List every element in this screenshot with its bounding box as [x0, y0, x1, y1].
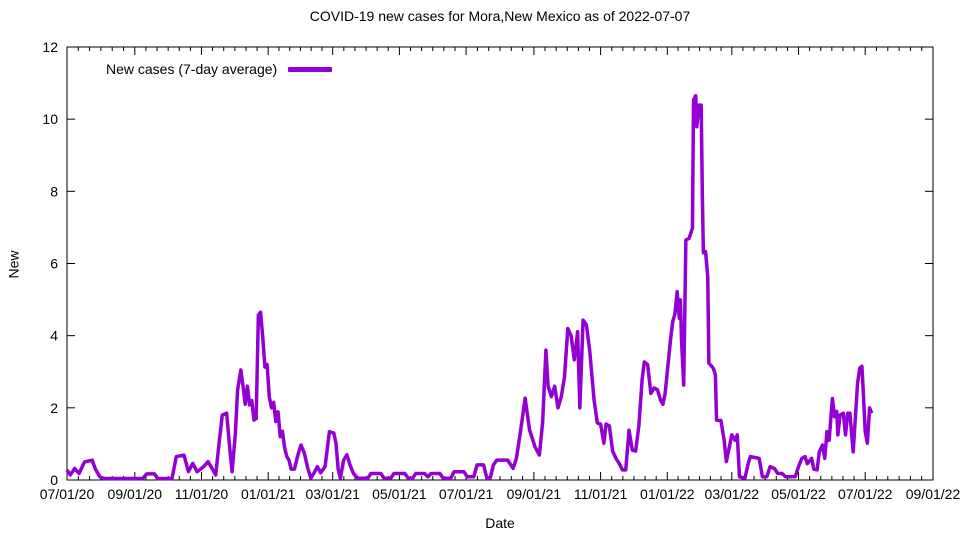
x-tick-label: 03/01/21 — [305, 486, 360, 502]
x-tick-label: 03/01/22 — [705, 486, 760, 502]
y-tick-label: 12 — [42, 39, 58, 55]
y-axis-label: New — [5, 250, 22, 279]
x-tick-label: 07/01/20 — [40, 486, 95, 502]
x-tick-label: 09/01/21 — [507, 486, 562, 502]
x-tick-label: 01/01/22 — [640, 486, 695, 502]
x-axis-label: Date — [485, 515, 515, 531]
x-tick-label: 11/01/21 — [574, 486, 628, 502]
legend: New cases (7-day average) — [106, 61, 333, 77]
x-tick-label: 09/01/22 — [906, 486, 960, 502]
x-tick-label: 01/01/21 — [241, 486, 296, 502]
x-tick-label: 11/01/20 — [175, 486, 229, 502]
y-tick-label: 4 — [50, 328, 58, 344]
legend-line-sample-icon — [288, 66, 333, 72]
x-tick-label: 05/01/22 — [771, 486, 826, 502]
y-tick-label: 2 — [50, 400, 58, 416]
legend-label: New cases (7-day average) — [106, 61, 278, 77]
x-tick-label: 07/01/22 — [838, 486, 893, 502]
x-tick-label: 05/01/21 — [372, 486, 427, 502]
y-tick-label: 10 — [42, 111, 58, 127]
chart-title: COVID-19 new cases for Mora,New Mexico a… — [309, 8, 691, 24]
x-tick-label: 09/01/20 — [108, 486, 163, 502]
x-tick-label: 07/01/21 — [439, 486, 494, 502]
y-tick-label: 0 — [50, 472, 58, 488]
y-tick-label: 6 — [50, 256, 58, 272]
y-tick-label: 8 — [50, 183, 58, 199]
new-cases-line — [65, 93, 874, 481]
